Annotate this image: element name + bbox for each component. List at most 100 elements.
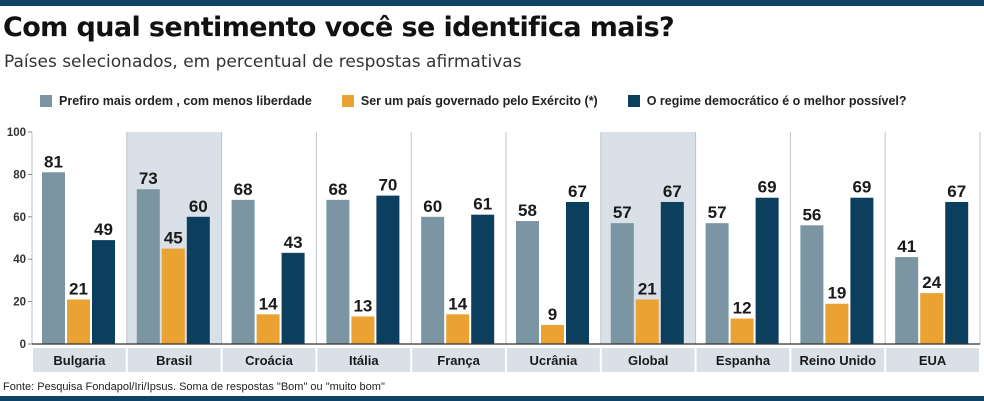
category-box xyxy=(507,348,600,372)
y-tick-label: 80 xyxy=(13,169,26,181)
data-label: 56 xyxy=(802,205,821,224)
chart-title: Com qual sentimento você se identifica m… xyxy=(3,12,675,43)
bar xyxy=(351,316,375,344)
bar xyxy=(705,223,729,344)
bar xyxy=(825,303,849,344)
data-label: 68 xyxy=(234,180,253,199)
category-label: Itália xyxy=(349,353,379,368)
category-label: Brasil xyxy=(156,353,192,368)
y-tick-label: 60 xyxy=(13,212,26,224)
category-box xyxy=(696,348,790,372)
bar xyxy=(610,223,634,344)
data-label: 57 xyxy=(708,203,727,222)
legend-swatch-ordem xyxy=(40,95,52,107)
bar xyxy=(945,201,969,344)
y-tick-label: 40 xyxy=(13,254,26,266)
bar xyxy=(421,216,445,344)
bar xyxy=(660,201,684,344)
data-label: 13 xyxy=(353,296,372,315)
data-label: 58 xyxy=(518,201,537,220)
category-box xyxy=(127,348,221,372)
bar xyxy=(755,197,779,344)
data-label: 67 xyxy=(947,182,966,201)
bottom-rule xyxy=(0,396,984,401)
data-label: 43 xyxy=(284,233,303,252)
data-label: 70 xyxy=(378,176,397,195)
bar xyxy=(281,252,305,344)
bar xyxy=(516,221,539,344)
bar xyxy=(136,189,160,344)
data-label: 14 xyxy=(259,294,278,313)
bar xyxy=(920,293,944,344)
category-box xyxy=(791,348,885,372)
bar xyxy=(446,314,470,344)
bar xyxy=(471,214,495,344)
data-label: 67 xyxy=(568,182,587,201)
category-label: Ucrânia xyxy=(530,353,578,368)
y-tick-label: 20 xyxy=(13,297,26,309)
category-label: Croácia xyxy=(245,353,293,368)
data-label: 73 xyxy=(139,169,158,188)
data-label: 45 xyxy=(164,229,183,248)
data-label: 14 xyxy=(448,294,467,313)
data-label: 41 xyxy=(897,237,916,256)
legend-swatch-democracia xyxy=(627,95,640,107)
data-label: 60 xyxy=(423,197,442,216)
category-box xyxy=(601,348,695,372)
category-box xyxy=(222,348,316,372)
data-label: 69 xyxy=(852,178,871,197)
category-label: Reino Unido xyxy=(800,353,877,368)
legend-label-ordem: Prefiro mais ordem , com menos liberdade xyxy=(59,94,312,108)
data-label: 19 xyxy=(827,284,846,303)
category-label: Global xyxy=(628,353,668,368)
data-label: 68 xyxy=(328,180,347,199)
legend: Prefiro mais ordem , com menos liberdade… xyxy=(40,94,937,108)
top-rule xyxy=(0,0,984,6)
category-label: Bulgaria xyxy=(53,353,106,368)
category-label: EUA xyxy=(919,353,947,368)
bar xyxy=(800,225,824,344)
legend-item-exercito: Ser um país governado pelo Exército (*) xyxy=(341,94,598,108)
legend-label-exercito: Ser um país governado pelo Exército (*) xyxy=(360,94,598,108)
data-label: 21 xyxy=(638,279,657,298)
data-label: 49 xyxy=(94,220,113,239)
data-label: 21 xyxy=(69,279,88,298)
data-label: 67 xyxy=(663,182,682,201)
data-label: 60 xyxy=(189,197,208,216)
bar xyxy=(541,324,564,344)
bar xyxy=(42,172,65,344)
legend-item-democracia: O regime democrático é o melhor possível… xyxy=(627,94,907,108)
bar xyxy=(730,318,754,344)
chart-subtitle: Países selecionados, em percentual de re… xyxy=(4,52,522,72)
bar xyxy=(376,195,400,344)
legend-label-democracia: O regime democrático é o melhor possível… xyxy=(646,94,907,108)
category-label: Espanha xyxy=(716,353,771,368)
data-label: 24 xyxy=(922,273,941,292)
legend-item-ordem: Prefiro mais ordem , com menos liberdade xyxy=(40,94,312,108)
category-box xyxy=(886,348,979,372)
bar xyxy=(231,199,255,344)
y-tick-label: 100 xyxy=(7,127,26,139)
source-note: Fonte: Pesquisa Fondapol/Iri/Ipsus. Soma… xyxy=(3,381,385,393)
bar xyxy=(635,299,659,344)
bar-chart: 0 20 40 60 80 100 81 73 68 68 60 58 57 57 56 41 21 45 14 13… xyxy=(7,127,981,372)
data-label: 9 xyxy=(548,305,557,324)
category-box xyxy=(317,348,411,372)
bar xyxy=(326,199,350,344)
category-label: França xyxy=(437,353,480,368)
data-label: 81 xyxy=(44,152,63,171)
data-label: 61 xyxy=(473,195,492,214)
bar xyxy=(895,257,919,344)
category-box xyxy=(33,348,126,372)
category-box xyxy=(412,348,505,372)
bar xyxy=(256,314,280,344)
bar xyxy=(850,197,874,344)
y-tick-label: 0 xyxy=(20,339,26,351)
data-label: 69 xyxy=(758,178,777,197)
bar xyxy=(161,248,185,344)
bar xyxy=(92,240,115,344)
data-label: 57 xyxy=(613,203,632,222)
data-label: 12 xyxy=(733,299,752,318)
bar xyxy=(566,201,589,344)
bar xyxy=(67,299,90,344)
